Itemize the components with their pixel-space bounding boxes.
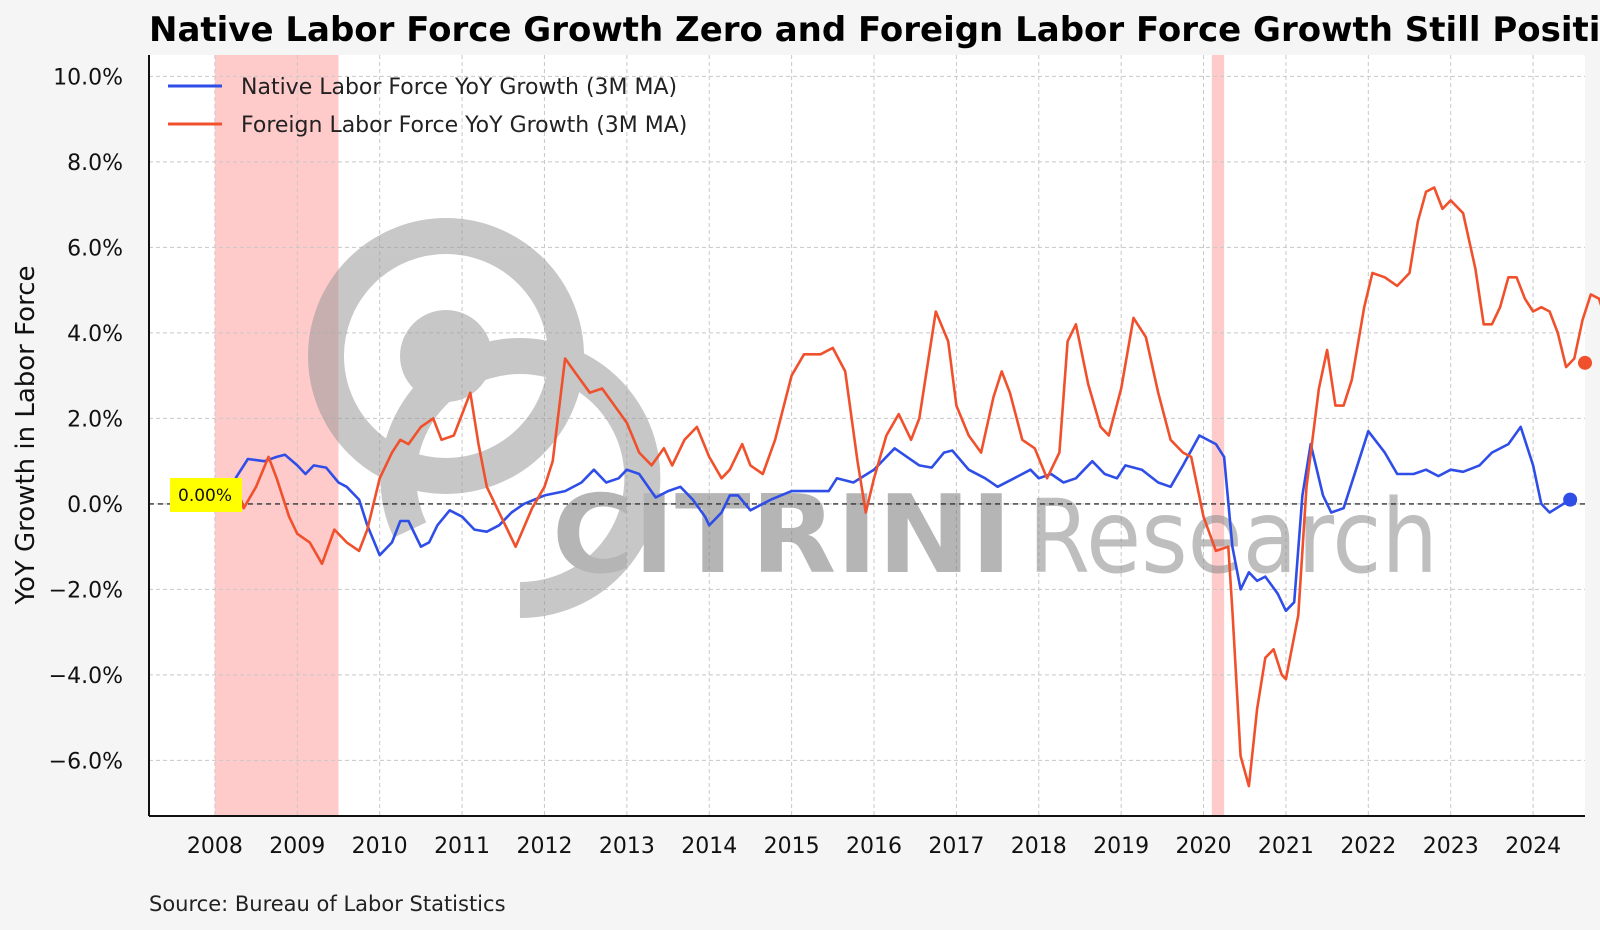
x-tick-label: 2021: [1258, 834, 1314, 859]
watermark-research: Research: [1028, 478, 1438, 597]
citrini-logo-icon: [308, 218, 661, 619]
y-axis-label: YoY Growth in Labor Force: [11, 266, 41, 606]
native-series-end-marker: [1563, 492, 1578, 507]
foreign-series-end-marker: [1578, 355, 1592, 370]
x-tick-label: 2017: [928, 834, 984, 859]
y-tick-label: 8.0%: [67, 151, 123, 176]
legend-native-label: Native Labor Force YoY Growth (3M MA): [241, 75, 677, 100]
recession-band: [214, 55, 339, 816]
zero-value-label-text: 0.00%: [178, 486, 232, 506]
y-tick-label: 10.0%: [53, 65, 123, 90]
legend-foreign-label: Foreign Labor Force YoY Growth (3M MA): [241, 113, 687, 138]
x-tick-label: 2008: [187, 834, 243, 859]
recession-bands: [214, 55, 1225, 816]
y-tick-label: 6.0%: [67, 236, 123, 261]
x-tick-label: 2010: [352, 834, 408, 859]
x-tick-label: 2020: [1176, 834, 1232, 859]
y-tick-label: −4.0%: [49, 664, 123, 689]
x-tick-label: 2018: [1011, 834, 1067, 859]
x-tick-label: 2011: [434, 834, 490, 859]
x-tick-label: 2013: [599, 834, 655, 859]
x-tick-label: 2009: [269, 834, 325, 859]
source-note: Source: Bureau of Labor Statistics: [149, 892, 506, 916]
x-tick-label: 2014: [681, 834, 737, 859]
x-tick-label: 2022: [1340, 834, 1396, 859]
x-tick-label: 2016: [846, 834, 902, 859]
recession-band: [1211, 55, 1225, 816]
x-tick-label: 2015: [764, 834, 820, 859]
x-tick-label: 2019: [1093, 834, 1149, 859]
y-tick-label: −2.0%: [49, 578, 123, 603]
watermark-citrini: CITRINI: [552, 473, 1012, 598]
y-tick-label: −6.0%: [49, 749, 123, 774]
x-tick-label: 2012: [516, 834, 572, 859]
y-tick-label: 2.0%: [67, 407, 123, 432]
native-series-line: [234, 425, 1571, 613]
x-tick-label: 2023: [1423, 834, 1479, 859]
y-tick-label: 4.0%: [67, 322, 123, 347]
y-tick-labels: 10.0% 8.0% 6.0% 4.0% 2.0% 0.0% −2.0% −4.0% −6.0%: [49, 65, 123, 774]
legend: Native Labor Force YoY Growth (3M MA) Fo…: [168, 75, 687, 138]
x-tick-label: 2024: [1505, 834, 1561, 859]
foreign-series-line: [234, 186, 1600, 788]
x-tick-labels: 2008 2009 2010 2011 2012 2013 2014 2015 2016 2017…: [187, 834, 1561, 859]
series-group: [234, 186, 1600, 788]
y-tick-label: 0.0%: [67, 493, 123, 518]
chart-title: Native Labor Force Growth Zero and Forei…: [149, 10, 1600, 50]
zero-value-label: 0.00%: [170, 478, 242, 512]
